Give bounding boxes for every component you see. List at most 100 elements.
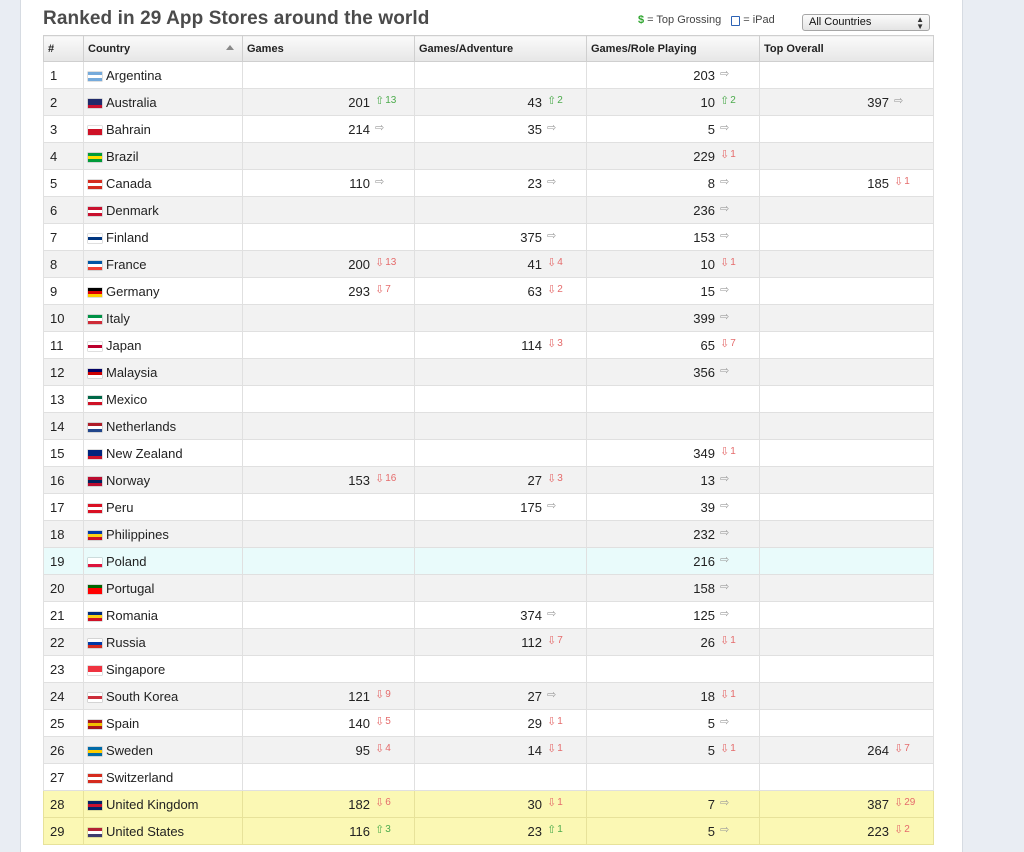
table-row[interactable]: 17 Peru 175 ⇨ 39 ⇨ [43, 493, 934, 521]
rank-cell-games-role-playing: 349 ⇩1 [586, 439, 760, 467]
country-cell[interactable]: Portugal [83, 574, 243, 602]
rank-change: ⇨ [715, 309, 759, 323]
country-cell[interactable]: Peru [83, 493, 243, 521]
rank-cell-top-overall [759, 709, 934, 737]
table-row[interactable]: 8 France 200 ⇩13 41 ⇩4 10 ⇩1 [43, 250, 934, 278]
country-cell[interactable]: Spain [83, 709, 243, 737]
table-row[interactable]: 10 Italy 399 ⇨ [43, 304, 934, 332]
rank-cell-top-overall [759, 439, 934, 467]
country-name: Spain [106, 715, 140, 731]
rank-cell-top-overall [759, 466, 934, 494]
rank-cell-games-role-playing: 39 ⇨ [586, 493, 760, 521]
flag-icon [88, 476, 102, 486]
country-cell[interactable]: Philippines [83, 520, 243, 548]
arrow-right-icon: ⇨ [720, 499, 730, 512]
table-row[interactable]: 23 Singapore [43, 655, 934, 683]
arrow-down-icon: ⇩ [720, 634, 730, 647]
country-cell[interactable]: Switzerland [83, 763, 243, 791]
country-cell[interactable]: Mexico [83, 385, 243, 413]
country-cell[interactable]: Netherlands [83, 412, 243, 440]
country-cell[interactable]: New Zealand [83, 439, 243, 467]
rank-change: ⇨ [715, 471, 759, 485]
table-row[interactable]: 22 Russia 112 ⇩7 26 ⇩1 [43, 628, 934, 656]
table-row[interactable]: 16 Norway 153 ⇩16 27 ⇩3 13 ⇨ [43, 466, 934, 494]
country-cell[interactable]: Poland [83, 547, 243, 575]
country-cell[interactable]: Australia [83, 88, 243, 116]
rank-value: 7 [707, 796, 715, 812]
rank-value: 229 [693, 148, 715, 164]
rank-change: ⇨ [715, 228, 759, 242]
table-row[interactable]: 12 Malaysia 356 ⇨ [43, 358, 934, 386]
table-row[interactable]: 1 Argentina 203 ⇨ [43, 61, 934, 89]
country-cell[interactable]: Finland [83, 223, 243, 251]
rank-number-cell: 15 [43, 439, 84, 467]
table-row[interactable]: 29 United States 116 ⇧3 23 ⇧1 5 ⇨ 223 ⇩2 [43, 817, 934, 845]
table-row[interactable]: 11 Japan 114 ⇩3 65 ⇩7 [43, 331, 934, 359]
arrow-down-icon: ⇩ [375, 472, 385, 485]
table-row[interactable]: 5 Canada 110 ⇨ 23 ⇨ 8 ⇨ 185 ⇩1 [43, 169, 934, 197]
country-cell[interactable]: Argentina [83, 61, 243, 89]
rank-cell-top-overall: 223 ⇩2 [759, 817, 934, 845]
country-cell[interactable]: Romania [83, 601, 243, 629]
rank-cell-games-role-playing: 5 ⇨ [586, 817, 760, 845]
table-row[interactable]: 4 Brazil 229 ⇩1 [43, 142, 934, 170]
table-row[interactable]: 20 Portugal 158 ⇨ [43, 574, 934, 602]
table-row[interactable]: 13 Mexico [43, 385, 934, 413]
table-row[interactable]: 21 Romania 374 ⇨ 125 ⇨ [43, 601, 934, 629]
country-cell[interactable]: Sweden [83, 736, 243, 764]
rank-value: 203 [693, 67, 715, 83]
table-row[interactable]: 25 Spain 140 ⇩5 29 ⇩1 5 ⇨ [43, 709, 934, 737]
country-filter-select[interactable]: All Countries ▲ ▼ [802, 14, 930, 31]
country-cell[interactable]: Italy [83, 304, 243, 332]
country-cell[interactable]: Singapore [83, 655, 243, 683]
table-row[interactable]: 3 Bahrain 214 ⇨ 35 ⇨ 5 ⇨ [43, 115, 934, 143]
rank-cell-games-role-playing: 65 ⇩7 [586, 331, 760, 359]
table-row[interactable]: 9 Germany 293 ⇩7 63 ⇩2 15 ⇨ [43, 277, 934, 305]
country-cell[interactable]: South Korea [83, 682, 243, 710]
country-cell[interactable]: United States [83, 817, 243, 845]
country-cell[interactable]: Denmark [83, 196, 243, 224]
rank-cell-games: 140 ⇩5 [242, 709, 415, 737]
flag-icon [88, 206, 102, 216]
rank-change-value: 1 [730, 634, 736, 646]
country-cell[interactable]: Russia [83, 628, 243, 656]
column-header-top-overall[interactable]: Top Overall [759, 35, 934, 62]
country-cell[interactable]: Germany [83, 277, 243, 305]
flag-icon [88, 503, 102, 513]
flag-icon [88, 71, 102, 81]
country-cell[interactable]: Brazil [83, 142, 243, 170]
column-header-rank[interactable]: # [43, 35, 84, 62]
country-cell[interactable]: Canada [83, 169, 243, 197]
arrow-down-icon: ⇩ [894, 823, 904, 836]
table-row[interactable]: 6 Denmark 236 ⇨ [43, 196, 934, 224]
table-row[interactable]: 24 South Korea 121 ⇩9 27 ⇨ 18 ⇩1 [43, 682, 934, 710]
country-cell[interactable]: Malaysia [83, 358, 243, 386]
table-row[interactable]: 14 Netherlands [43, 412, 934, 440]
flag-icon [88, 638, 102, 648]
table-row[interactable]: 15 New Zealand 349 ⇩1 [43, 439, 934, 467]
column-header-games-role-playing[interactable]: Games/Role Playing [586, 35, 760, 62]
country-cell[interactable]: United Kingdom [83, 790, 243, 818]
table-row[interactable]: 26 Sweden 95 ⇩4 14 ⇩1 5 ⇩1 264 ⇩7 [43, 736, 934, 764]
rank-cell-games-role-playing [586, 763, 760, 791]
rank-change-value: 1 [557, 796, 563, 808]
table-row[interactable]: 19 Poland 216 ⇨ [43, 547, 934, 575]
country-cell[interactable]: France [83, 250, 243, 278]
country-cell[interactable]: Japan [83, 331, 243, 359]
rank-change: ⇩1 [715, 687, 759, 701]
column-header-games-adventure[interactable]: Games/Adventure [414, 35, 587, 62]
table-row[interactable]: 2 Australia 201 ⇧13 43 ⇧2 10 ⇧2 397 ⇨ [43, 88, 934, 116]
rank-change: ⇨ [370, 174, 414, 188]
country-name: Denmark [106, 202, 159, 218]
column-header-country[interactable]: Country [83, 35, 243, 62]
table-row[interactable]: 28 United Kingdom 182 ⇩6 30 ⇩1 7 ⇨ 387 ⇩29 [43, 790, 934, 818]
country-cell[interactable]: Norway [83, 466, 243, 494]
rank-cell-games-adventure: 29 ⇩1 [414, 709, 587, 737]
table-row[interactable]: 27 Switzerland [43, 763, 934, 791]
arrow-down-icon: ⇩ [547, 472, 557, 485]
table-row[interactable]: 7 Finland 375 ⇨ 153 ⇨ [43, 223, 934, 251]
table-row[interactable]: 18 Philippines 232 ⇨ [43, 520, 934, 548]
column-header-games[interactable]: Games [242, 35, 415, 62]
country-cell[interactable]: Bahrain [83, 115, 243, 143]
rank-value: 293 [348, 283, 370, 299]
